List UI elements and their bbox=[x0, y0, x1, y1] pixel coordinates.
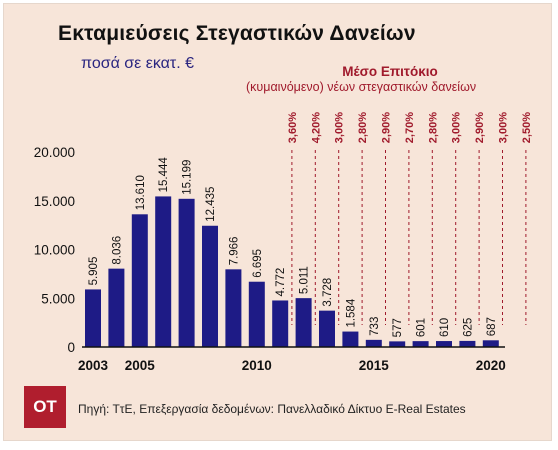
rate-label: 2,50% bbox=[521, 112, 533, 143]
x-tick-label: 2003 bbox=[78, 358, 109, 373]
bar bbox=[248, 281, 265, 347]
y-tick-label: 0 bbox=[67, 340, 75, 355]
rate-label: 3,00% bbox=[451, 112, 463, 143]
bar bbox=[202, 225, 218, 347]
bar bbox=[108, 268, 125, 347]
bar-value-label: 733 bbox=[369, 317, 381, 336]
rate-label: 2,80% bbox=[427, 112, 439, 143]
bar bbox=[85, 289, 101, 347]
chart-title: Εκταμιεύσεις Στεγαστικών Δανείων bbox=[58, 22, 416, 45]
chart-subtitle: ποσά σε εκατ. € bbox=[81, 55, 195, 72]
bar-value-label: 12.435 bbox=[205, 187, 217, 222]
bar bbox=[459, 340, 476, 347]
bar bbox=[389, 341, 406, 347]
bar bbox=[482, 340, 499, 347]
bar bbox=[412, 341, 429, 347]
bar-value-label: 15.199 bbox=[182, 160, 194, 195]
bar-value-label: 610 bbox=[439, 318, 451, 337]
rate-label: 2,80% bbox=[357, 112, 369, 143]
bar-value-label: 3.728 bbox=[322, 278, 334, 307]
bar bbox=[319, 310, 335, 347]
bar bbox=[365, 339, 382, 347]
bar-value-label: 1.584 bbox=[345, 298, 357, 327]
rate-label: 2,70% bbox=[404, 112, 416, 143]
bar bbox=[295, 298, 312, 347]
bar bbox=[155, 196, 172, 347]
y-tick-label: 5.000 bbox=[41, 291, 75, 306]
bar-value-label: 577 bbox=[392, 318, 404, 337]
bar-value-label: 4.772 bbox=[275, 268, 287, 297]
bar-value-label: 5.011 bbox=[299, 266, 311, 294]
bar-value-label: 5.905 bbox=[88, 257, 100, 286]
bar bbox=[131, 214, 148, 347]
y-tick-label: 10.000 bbox=[34, 243, 75, 258]
y-tick-label: 20.000 bbox=[34, 145, 75, 160]
rate-label: 4,20% bbox=[310, 112, 322, 143]
bar bbox=[272, 300, 289, 347]
bar-value-label: 625 bbox=[462, 318, 474, 337]
bar-value-label: 601 bbox=[416, 318, 428, 337]
chart-card bbox=[3, 3, 552, 441]
x-tick-label: 2015 bbox=[359, 358, 390, 373]
bar bbox=[225, 269, 242, 347]
bar-value-label: 7.966 bbox=[228, 237, 240, 266]
rate-subtitle: (κυμαινόμενο) νέων στεγαστικών δανείων bbox=[246, 80, 477, 94]
rate-title: Μέσο Επιτόκιο bbox=[342, 64, 438, 79]
bar-value-label: 687 bbox=[486, 317, 498, 336]
source-note: Πηγή: ΤτΕ, Επεξεργασία δεδομένων: Πανελλ… bbox=[78, 402, 466, 416]
bar-value-label: 8.036 bbox=[111, 236, 123, 265]
rate-label: 2,90% bbox=[381, 112, 393, 143]
x-tick-label: 2020 bbox=[476, 358, 506, 373]
bar bbox=[342, 331, 359, 347]
bar bbox=[178, 198, 195, 347]
rate-label: 3,00% bbox=[334, 112, 346, 143]
bar-value-label: 15.444 bbox=[158, 157, 170, 193]
ot-logo: OT bbox=[24, 386, 66, 428]
rate-label: 3,60% bbox=[287, 112, 299, 143]
bar-value-label: 13.610 bbox=[135, 175, 147, 210]
rate-label: 2,90% bbox=[474, 112, 486, 143]
bar bbox=[436, 341, 452, 347]
x-tick-label: 2005 bbox=[125, 358, 156, 373]
rate-label: 3,00% bbox=[498, 112, 510, 143]
x-tick-label: 2010 bbox=[242, 358, 272, 373]
bar-value-label: 6.695 bbox=[252, 249, 264, 278]
y-tick-label: 15.000 bbox=[34, 194, 75, 209]
